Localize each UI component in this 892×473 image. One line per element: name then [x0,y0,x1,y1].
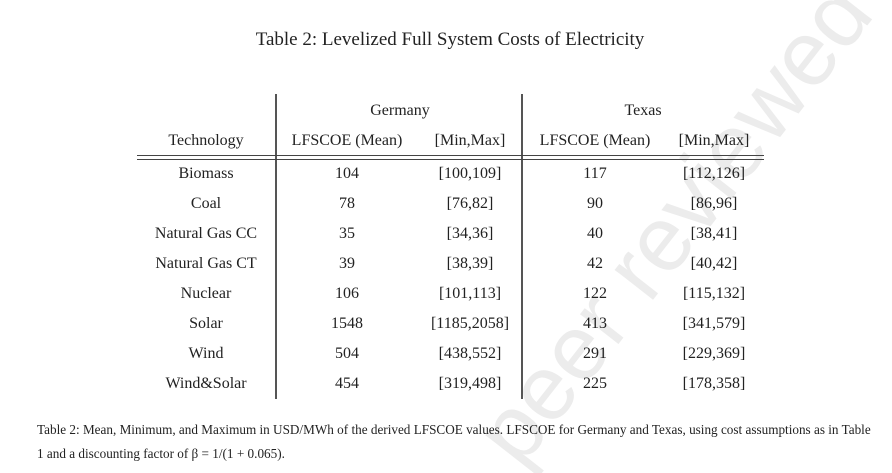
column-divider [275,94,277,399]
value-cell: [76,82] [446,195,494,212]
technology-cell: Biomass [178,165,234,182]
value-cell: 413 [583,315,607,332]
value-cell: [319,498] [438,375,502,392]
value-cell: 122 [583,285,607,302]
value-cell: [38,41] [690,225,738,242]
column-divider [521,94,523,399]
value-cell: 35 [339,225,355,242]
technology-cell: Natural Gas CT [155,255,257,272]
column-header: LFSCOE (Mean) [291,132,403,149]
value-cell: 42 [587,255,603,272]
technology-cell: Wind [188,345,224,362]
value-cell: [86,96] [690,195,738,212]
group-header-germany: Germany [370,102,430,119]
column-header: LFSCOE (Mean) [539,132,651,149]
value-cell: 78 [339,195,355,212]
header-rule [137,155,764,156]
value-cell: [40,42] [690,255,738,272]
technology-cell: Natural Gas CC [154,225,258,242]
value-cell: [178,358] [682,375,746,392]
value-cell: [438,552] [438,345,502,362]
value-cell: 40 [587,225,603,242]
value-cell: 90 [587,195,603,212]
value-cell: [38,39] [446,255,494,272]
value-cell: [34,36] [446,225,494,242]
group-header-texas: Texas [624,102,662,119]
value-cell: 117 [583,165,607,182]
technology-cell: Wind&Solar [165,375,247,392]
technology-cell: Solar [189,315,223,332]
value-cell: 291 [583,345,607,362]
value-cell: [100,109] [438,165,502,182]
header-rule [137,159,764,160]
value-cell: 1548 [331,315,363,332]
value-cell: [115,132] [682,285,746,302]
value-cell: 106 [335,285,359,302]
table-caption: Table 2: Mean, Minimum, and Maximum in U… [37,422,871,461]
value-cell: [341,579] [682,315,746,332]
value-cell: 504 [335,345,359,362]
technology-cell: Nuclear [180,285,232,302]
column-header: Technology [168,132,244,149]
table-title: Table 2: Levelized Full System Costs of … [255,29,645,50]
value-cell: 454 [335,375,359,392]
column-header: [Min,Max] [678,132,750,149]
column-header: [Min,Max] [434,132,506,149]
value-cell: [229,369] [682,345,746,362]
technology-cell: Coal [190,195,222,212]
value-cell: 104 [335,165,359,182]
value-cell: 39 [339,255,355,272]
value-cell: 225 [583,375,607,392]
value-cell: [112,126] [682,165,746,182]
value-cell: [101,113] [438,285,502,302]
value-cell: [1185,2058] [430,315,510,332]
